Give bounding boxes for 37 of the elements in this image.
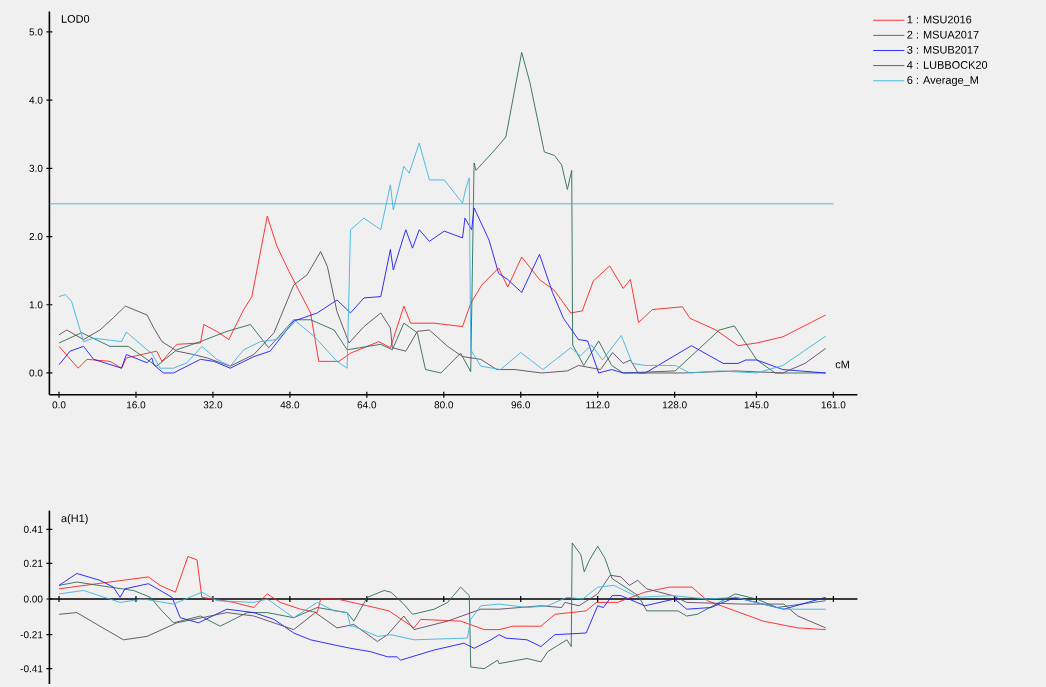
x-tick-label: 161.0 [821,401,846,409]
y-tick-label: 0.00 [23,595,43,603]
legend-label: 4 : LUBBOCK20 [907,61,988,69]
line-series [58,574,827,642]
y-tick-label: 5.0 [29,28,43,36]
x-tick-label: 64.0 [357,401,377,409]
x-tick-label: 32.0 [203,401,223,409]
y-tick-label: 0.41 [23,525,43,533]
line-series [58,573,827,661]
line-series [58,556,827,631]
line-series [58,251,827,374]
legend-label: 6 : Average_M [907,76,978,87]
y-tick-label: 3.0 [29,164,43,172]
x-tick-label: 80.0 [434,401,454,409]
y-tick-label: 1.0 [29,301,43,309]
x-tick-label: 128.0 [662,401,687,409]
x-tick-label: 112.0 [586,401,610,409]
y-tick-label: 2.0 [29,233,43,241]
y-tick-label: 4.0 [29,96,43,104]
x-axis-title: cM [835,360,849,369]
x-tick-label: 16.0 [127,401,146,409]
y-tick-label: -0.41 [20,665,43,673]
legend-label: 2 : MSUA2017 [907,30,979,39]
x-tick-label: 145.0 [744,401,769,409]
x-tick-label: 0.0 [52,401,66,409]
y-tick-label: 0.21 [23,559,43,567]
x-tick-label: 48.0 [280,401,300,409]
legend-label: 3 : MSUB2017 [907,45,979,54]
y-axis-title: a(H1) [61,514,88,525]
x-tick-label: 96.0 [511,401,531,409]
y-axis-title: LOD0 [61,15,90,23]
line-series [58,542,827,670]
y-tick-label: 0.0 [29,369,43,377]
line-series [58,51,827,374]
line-series [58,584,827,641]
legend-label: 1 : MSU2016 [907,15,972,24]
y-tick-label: -0.21 [20,631,43,639]
